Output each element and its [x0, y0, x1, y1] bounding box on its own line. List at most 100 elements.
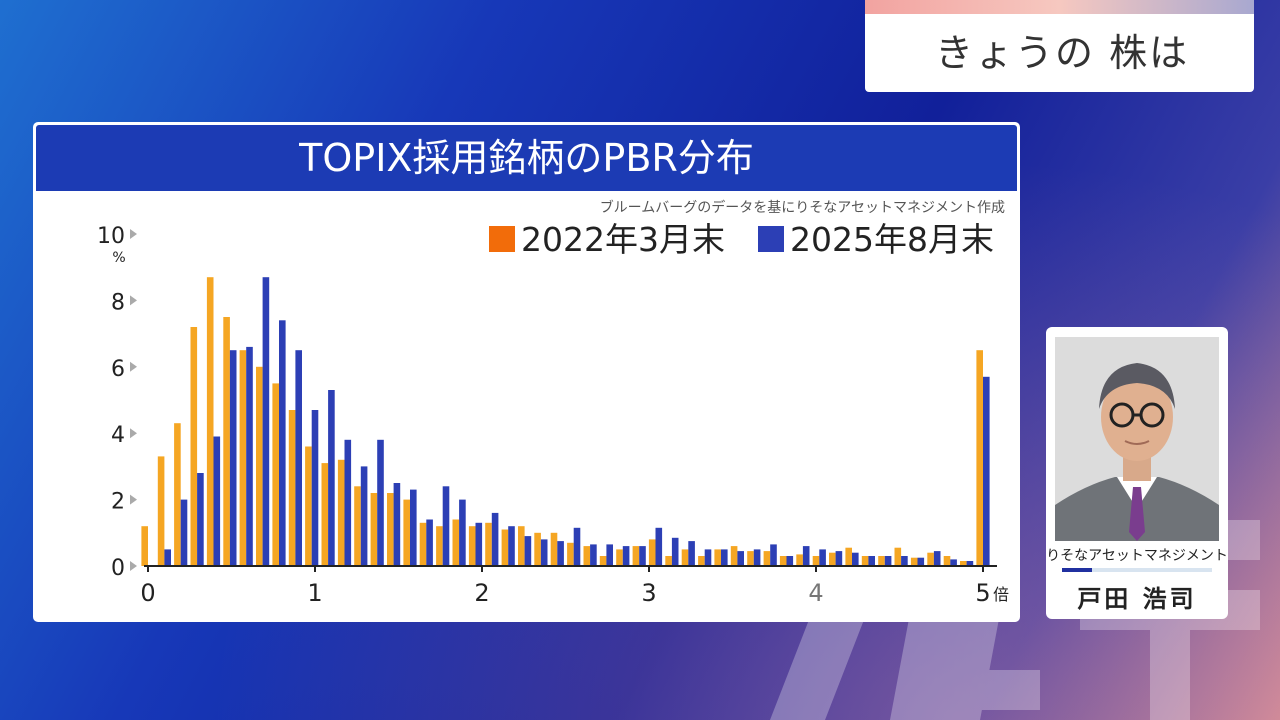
bar-2022 — [436, 526, 443, 566]
bar-2025 — [606, 544, 613, 566]
bar-2022 — [354, 486, 361, 566]
bar-2025 — [410, 489, 417, 566]
bar-2022 — [599, 556, 607, 566]
bar-2025 — [344, 439, 352, 566]
bar-2025 — [655, 527, 663, 566]
bar-2022 — [518, 526, 525, 566]
bar-2025 — [852, 552, 859, 566]
y-tick-marker — [130, 561, 137, 571]
x-unit-label: 倍 — [993, 585, 1009, 604]
bar-2022 — [174, 423, 181, 566]
bar-2025 — [704, 549, 712, 566]
bar-2022 — [501, 529, 509, 566]
bar-2022 — [665, 556, 672, 566]
bar-2025 — [197, 473, 204, 566]
x-tick-label: 0 — [140, 579, 155, 607]
bar-2022 — [910, 557, 918, 566]
bar-2022 — [648, 539, 656, 566]
bar-2025 — [622, 546, 630, 566]
bar-2025 — [213, 436, 221, 566]
speaker-photo — [1055, 337, 1219, 541]
bar-2022 — [698, 556, 705, 566]
legend-label-2025: 2025年8月末 — [790, 220, 994, 259]
bar-2025 — [639, 546, 646, 566]
y-tick-label: 0 — [111, 556, 125, 581]
y-tick-marker — [130, 361, 137, 372]
bar-2025 — [524, 536, 532, 566]
bar-2022 — [681, 549, 689, 566]
bar-2022 — [779, 556, 787, 566]
bar-2022 — [485, 522, 492, 566]
legend-label-2022: 2022年3月末 — [521, 220, 725, 259]
chart-panel: TOPIX採用銘柄のPBR分布 ブルームバーグのデータを基にりそなアセットマネジ… — [33, 122, 1020, 622]
bar-2022 — [845, 547, 852, 566]
bar-2022 — [157, 456, 165, 566]
bar-2025 — [295, 350, 302, 566]
bar-2025 — [753, 549, 761, 566]
bar-2022 — [206, 277, 214, 566]
y-unit-label: % — [112, 250, 125, 266]
x-tick-label: 4 — [808, 579, 823, 607]
bar-2022 — [272, 383, 279, 566]
bar-2025 — [311, 410, 319, 566]
speaker-portrait — [1055, 337, 1219, 541]
y-tick-label: 4 — [111, 423, 125, 448]
y-tick-label: 10 — [97, 224, 125, 249]
bar-2025 — [377, 439, 384, 566]
bar-2022 — [321, 463, 329, 566]
bar-2022 — [894, 547, 902, 566]
bar-2022 — [878, 556, 885, 566]
bar-2022 — [927, 552, 934, 566]
bar-2025 — [557, 541, 564, 566]
bar-2022 — [452, 519, 460, 566]
y-tick-marker — [130, 428, 137, 439]
bar-2025 — [491, 512, 499, 566]
bar-2022 — [305, 446, 312, 566]
bar-2022 — [370, 493, 378, 566]
bar-2025 — [721, 549, 728, 566]
bar-2025 — [884, 556, 892, 566]
x-tick-label: 3 — [641, 579, 656, 607]
bar-2025 — [950, 559, 957, 566]
bar-2025 — [279, 320, 286, 566]
bar-2025 — [426, 519, 433, 566]
bar-2025 — [901, 556, 908, 566]
bar-2022 — [747, 551, 754, 566]
bar-2022 — [534, 532, 541, 566]
bar-2025 — [540, 539, 548, 566]
y-tick-label: 8 — [111, 290, 125, 315]
y-tick-label: 2 — [111, 490, 125, 515]
x-tick-label: 2 — [474, 579, 489, 607]
bar-2022 — [714, 549, 721, 566]
legend-swatch-2022 — [489, 226, 515, 252]
company-underline — [1062, 568, 1212, 572]
bar-2022 — [567, 542, 574, 566]
legend-swatch-2025 — [758, 226, 784, 252]
speaker-company: りそなアセットマネジメント — [1046, 548, 1228, 564]
bar-2025 — [983, 376, 990, 566]
bar-2025 — [786, 556, 794, 566]
bar-2022 — [190, 327, 198, 566]
bar-2022 — [387, 493, 394, 566]
y-tick-marker — [130, 494, 137, 505]
bar-2025 — [671, 537, 679, 566]
bar-2025 — [328, 390, 335, 566]
bar-2022 — [960, 561, 967, 566]
chart-title: TOPIX採用銘柄のPBR分布 — [36, 125, 1017, 191]
bar-2025 — [508, 526, 515, 566]
y-tick-marker — [130, 295, 137, 306]
bar-2025 — [459, 499, 466, 566]
corner-card-strip — [865, 0, 1254, 14]
bar-2025 — [933, 551, 941, 566]
bar-2025 — [262, 277, 270, 566]
bar-2025 — [164, 549, 171, 566]
bar-2022 — [616, 549, 623, 566]
bar-2022 — [256, 366, 263, 566]
x-tick-label: 5 — [975, 579, 990, 607]
corner-card: きょうの 株は — [865, 14, 1254, 92]
bar-2022 — [288, 410, 296, 566]
bar-2025 — [573, 527, 581, 566]
bar-2022 — [403, 499, 410, 566]
speaker-name: 戸田 浩司 — [1077, 585, 1197, 613]
